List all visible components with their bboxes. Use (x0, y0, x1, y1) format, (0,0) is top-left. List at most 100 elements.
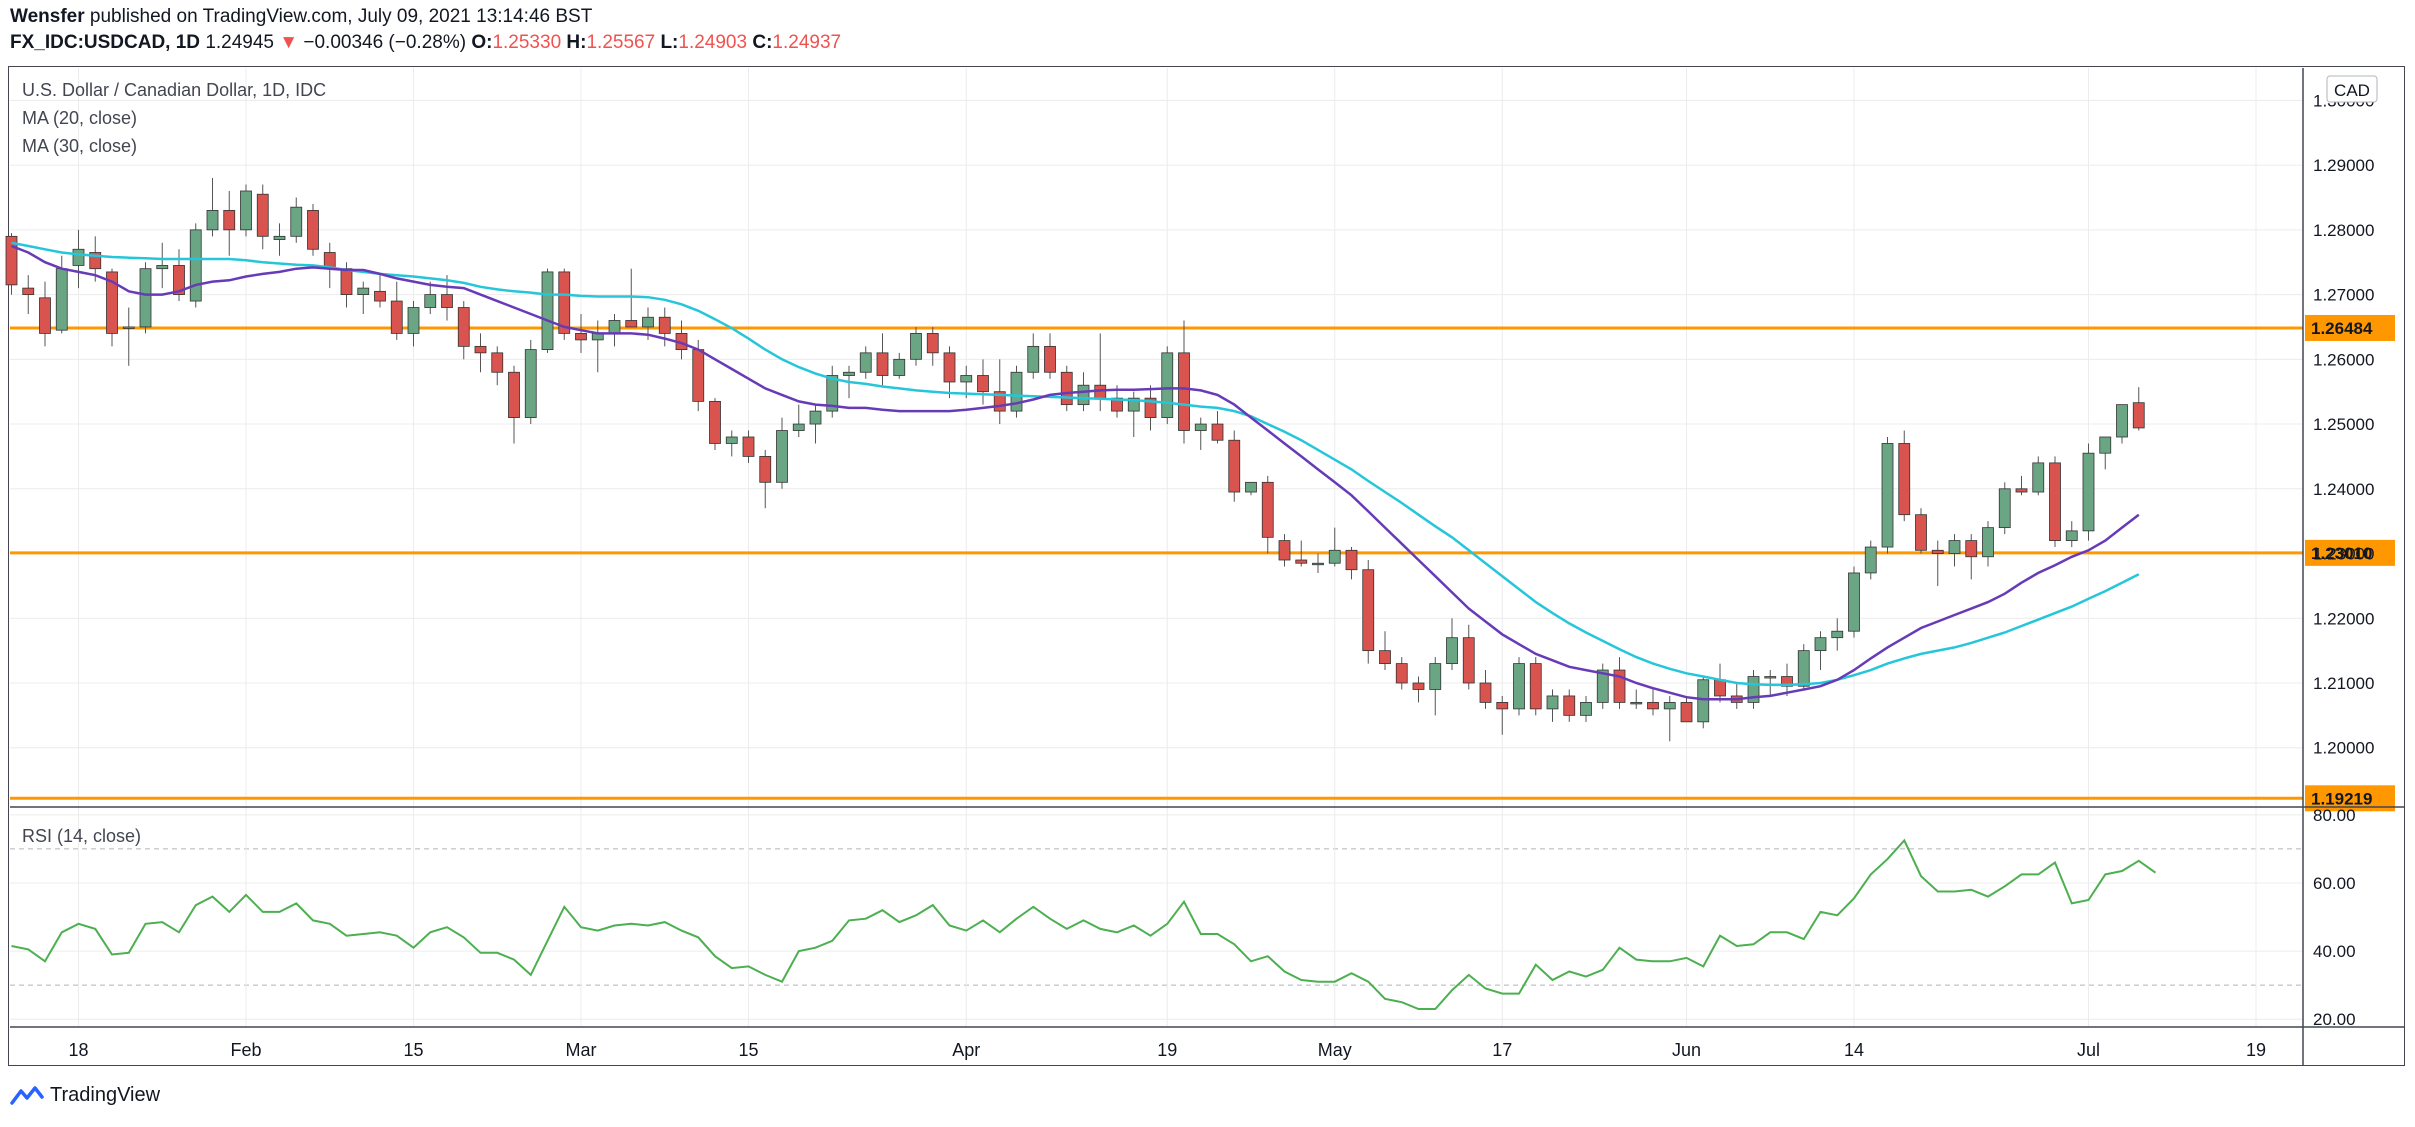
symbol-info-bar: FX_IDC:USDCAD, 1D 1.24945 ▼ −0.00346 (−0… (10, 32, 841, 54)
candle-body (1127, 397, 1140, 412)
candle-body (1965, 540, 1978, 558)
candle-body (1797, 650, 1810, 687)
ma20-legend[interactable]: MA (20, close) (22, 108, 138, 128)
candle-body (1714, 679, 1726, 697)
candle-body (139, 268, 152, 328)
price-tick-label: 1.21000 (2313, 674, 2374, 693)
ma30-legend[interactable]: MA (30, close) (22, 136, 138, 156)
candle-body (1295, 559, 1308, 564)
candle-body (1546, 695, 1559, 710)
candle-body (1680, 702, 1693, 723)
tradingview-watermark[interactable]: TradingView (10, 1084, 160, 1107)
candle-body (106, 271, 118, 334)
candle-body (1278, 540, 1291, 561)
candle-body (1982, 527, 1994, 558)
chart-title[interactable]: U.S. Dollar / Canadian Dollar, 1D, IDC (22, 80, 327, 100)
candle-body (1596, 669, 1609, 703)
candle-body (1379, 650, 1391, 664)
ma20-line (11, 244, 2140, 701)
candle-body (5, 235, 18, 286)
candle-body (742, 436, 755, 457)
symbol-label: FX_IDC:USDCAD, 1D (10, 32, 201, 53)
candle-body (692, 349, 705, 402)
close-value: 1.24937 (772, 32, 842, 53)
candle-body (960, 375, 973, 383)
candle-body (1111, 397, 1123, 412)
rsi-series (11, 838, 2157, 1010)
price-tick-label: 1.23000 (2313, 545, 2374, 564)
publish-info: Wensfer published on TradingView.com, Ju… (10, 6, 592, 28)
candle-body (1747, 676, 1760, 703)
candle-body (256, 193, 269, 237)
currency-label: CAD (2334, 81, 2370, 100)
candle-body (1529, 663, 1542, 710)
candle-body (2049, 462, 2061, 541)
candle-body (625, 320, 638, 328)
low-value: 1.24903 (678, 32, 748, 53)
candle-body (1563, 695, 1576, 716)
date-tick-label: Jul (2077, 1040, 2100, 1060)
price-tick-label: 1.20000 (2313, 739, 2374, 758)
last-price: 1.24945 (205, 32, 274, 53)
candle-body (1328, 549, 1341, 564)
candle-body (575, 333, 587, 341)
currency-box[interactable] (2326, 75, 2378, 103)
candle-body (156, 265, 169, 270)
candle-body (1781, 676, 1793, 687)
candle-body (558, 271, 571, 334)
candle-body (1027, 345, 1040, 373)
rsi-legend[interactable]: RSI (14, close) (22, 826, 142, 846)
candle-body (1496, 702, 1509, 710)
price-tick-label: 1.22000 (2313, 609, 2374, 628)
rsi-line (11, 838, 2157, 1010)
high-value: 1.25567 (586, 32, 656, 53)
low-label: L: (660, 32, 679, 53)
price-tick-label: 1.27000 (2313, 286, 2374, 305)
candle-body (374, 290, 386, 302)
candle-body (1613, 669, 1626, 703)
candle-body (876, 352, 889, 376)
candle-body (2065, 530, 2078, 541)
candle-body (22, 287, 35, 295)
candle-body (340, 268, 353, 295)
date-tick-label: 15 (738, 1040, 758, 1060)
chart-frame (8, 66, 2405, 1066)
candle-body (1948, 540, 1961, 554)
candle-body (1395, 663, 1408, 684)
candle-body (1764, 676, 1777, 679)
candle-body (2015, 488, 2028, 493)
candle-body (2082, 452, 2095, 532)
candle-body (2032, 462, 2045, 493)
candle-body (357, 287, 370, 295)
moving-averages (11, 241, 2140, 701)
open-value: 1.25330 (492, 32, 562, 53)
close-label: C: (752, 32, 773, 53)
candle-body (826, 375, 839, 412)
candle-body (424, 294, 437, 308)
date-tick-label: 19 (1157, 1040, 1177, 1060)
candle-body (1479, 682, 1492, 703)
candle-body (1412, 682, 1425, 690)
candle-body (2116, 404, 2128, 438)
candle-body (290, 206, 303, 237)
candle-body (189, 229, 202, 302)
candle-body (307, 210, 319, 250)
date-tick-label: 15 (403, 1040, 423, 1060)
horizontal-levels[interactable]: 1.26484 1.23010 1.19219 (10, 314, 2395, 812)
candle-body (1931, 549, 1944, 554)
candle-body (608, 320, 621, 334)
candle-body (792, 423, 805, 431)
candle-body (943, 352, 956, 383)
watermark-text: TradingView (50, 1084, 161, 1106)
candle-body (1362, 569, 1375, 652)
down-arrow-icon: ▼ (279, 32, 299, 53)
candle-body (1194, 423, 1207, 431)
rsi-tick-label: 80.00 (2313, 806, 2356, 825)
candle-body (55, 268, 68, 331)
candle-body (89, 252, 102, 270)
author-name[interactable]: Wensfer (10, 6, 85, 27)
candle-body (491, 352, 504, 373)
candle-body (1261, 481, 1274, 538)
candlestick-series (5, 178, 2145, 742)
